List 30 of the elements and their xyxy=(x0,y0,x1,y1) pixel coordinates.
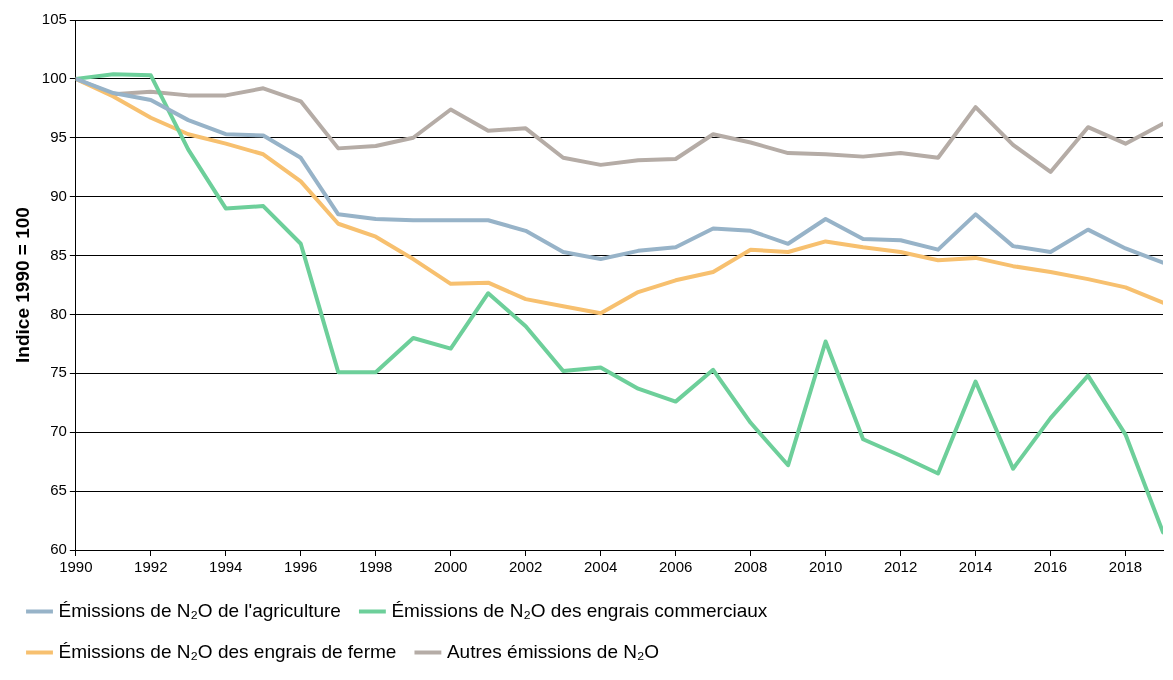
y-tick-label: 60 xyxy=(50,540,67,558)
y-tick-label: 85 xyxy=(50,245,67,263)
x-tick-label: 2010 xyxy=(808,558,843,576)
x-tick-label: 1996 xyxy=(284,558,318,576)
legend-label: Autres émissions de N₂O xyxy=(446,640,660,662)
y-tick-label: 75 xyxy=(50,363,67,381)
y-tick-label: 70 xyxy=(50,422,67,440)
legend-label: Émissions de N₂O des engrais commerciaux xyxy=(391,599,768,621)
x-tick-label: 1992 xyxy=(134,558,168,576)
x-tick-label: 2014 xyxy=(958,558,993,576)
y-tick-label: 100 xyxy=(41,69,67,87)
x-tick-label: 1994 xyxy=(209,558,243,576)
y-tick-label: 90 xyxy=(50,186,67,204)
x-tick-label: 2018 xyxy=(1108,558,1143,576)
y-tick-label: 95 xyxy=(50,127,67,145)
legend-label: Émissions de N₂O des engrais de ferme xyxy=(58,640,397,662)
legend-label: Émissions de N₂O de l'agriculture xyxy=(58,599,341,621)
y-tick-label: 80 xyxy=(50,304,67,322)
x-tick-label: 1990 xyxy=(59,558,93,576)
y-tick-label: 105 xyxy=(41,10,67,28)
x-tick-label: 2006 xyxy=(658,558,693,576)
y-axis-title: Indice 1990 = 100 xyxy=(11,207,33,363)
x-tick-label: 2004 xyxy=(583,558,618,576)
x-tick-label: 2000 xyxy=(434,558,468,576)
x-tick-label: 2008 xyxy=(733,558,768,576)
x-tick-label: 2016 xyxy=(1033,558,1068,576)
y-tick-label: 65 xyxy=(50,481,67,499)
x-tick-label: 2002 xyxy=(509,558,543,576)
x-tick-label: 2012 xyxy=(883,558,918,576)
x-tick-label: 1998 xyxy=(359,558,393,576)
